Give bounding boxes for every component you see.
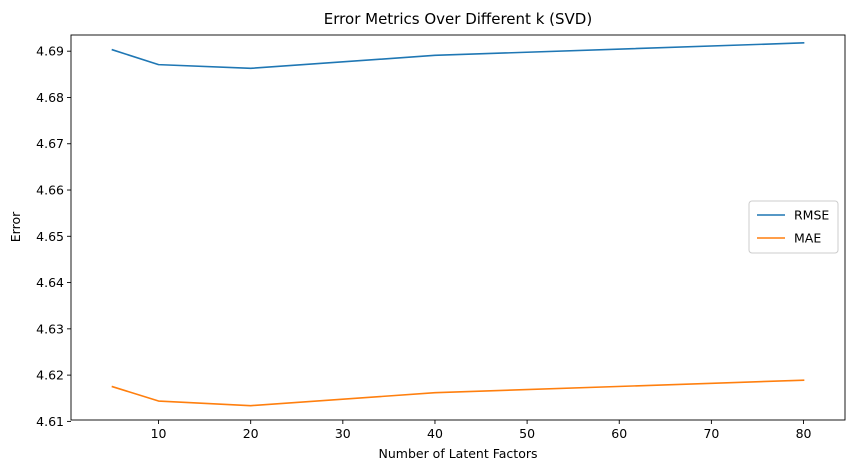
legend-box bbox=[748, 200, 839, 254]
legend-label-rmse: RMSE bbox=[794, 208, 829, 223]
chart-title: Error Metrics Over Different k (SVD) bbox=[324, 10, 592, 28]
x-tick-label: 60 bbox=[611, 426, 627, 441]
y-tick-label: 4.65 bbox=[36, 229, 64, 244]
y-tick-label: 4.67 bbox=[36, 136, 64, 151]
x-axis-label: Number of Latent Factors bbox=[379, 446, 538, 461]
x-tick-label: 10 bbox=[151, 426, 167, 441]
x-tick-label: 50 bbox=[519, 426, 535, 441]
x-tick-label: 40 bbox=[427, 426, 443, 441]
x-tick-label: 80 bbox=[796, 426, 812, 441]
legend-label-mae: MAE bbox=[794, 231, 821, 246]
y-tick-label: 4.66 bbox=[36, 183, 64, 198]
y-tick-label: 4.68 bbox=[36, 90, 64, 105]
plot-area: 10 20 30 40 50 60 70 80 4.61 4.62 4.63 4.64 4.65 4.66… bbox=[36, 34, 846, 441]
legend: RMSE MAE bbox=[748, 200, 839, 254]
y-tick-label: 4.69 bbox=[36, 44, 64, 59]
y-tick-label: 4.64 bbox=[36, 275, 64, 290]
series-line-mae bbox=[111, 379, 805, 407]
x-tick-label: 70 bbox=[703, 426, 719, 441]
y-tick-label: 4.63 bbox=[36, 321, 64, 336]
y-axis-label: Error bbox=[8, 211, 23, 242]
x-tick-label: 20 bbox=[243, 426, 259, 441]
series-line-rmse bbox=[111, 42, 805, 70]
x-tick-label: 30 bbox=[335, 426, 351, 441]
y-tick-label: 4.61 bbox=[36, 414, 64, 429]
y-tick-label: 4.62 bbox=[36, 368, 64, 383]
plot-frame bbox=[70, 34, 846, 421]
